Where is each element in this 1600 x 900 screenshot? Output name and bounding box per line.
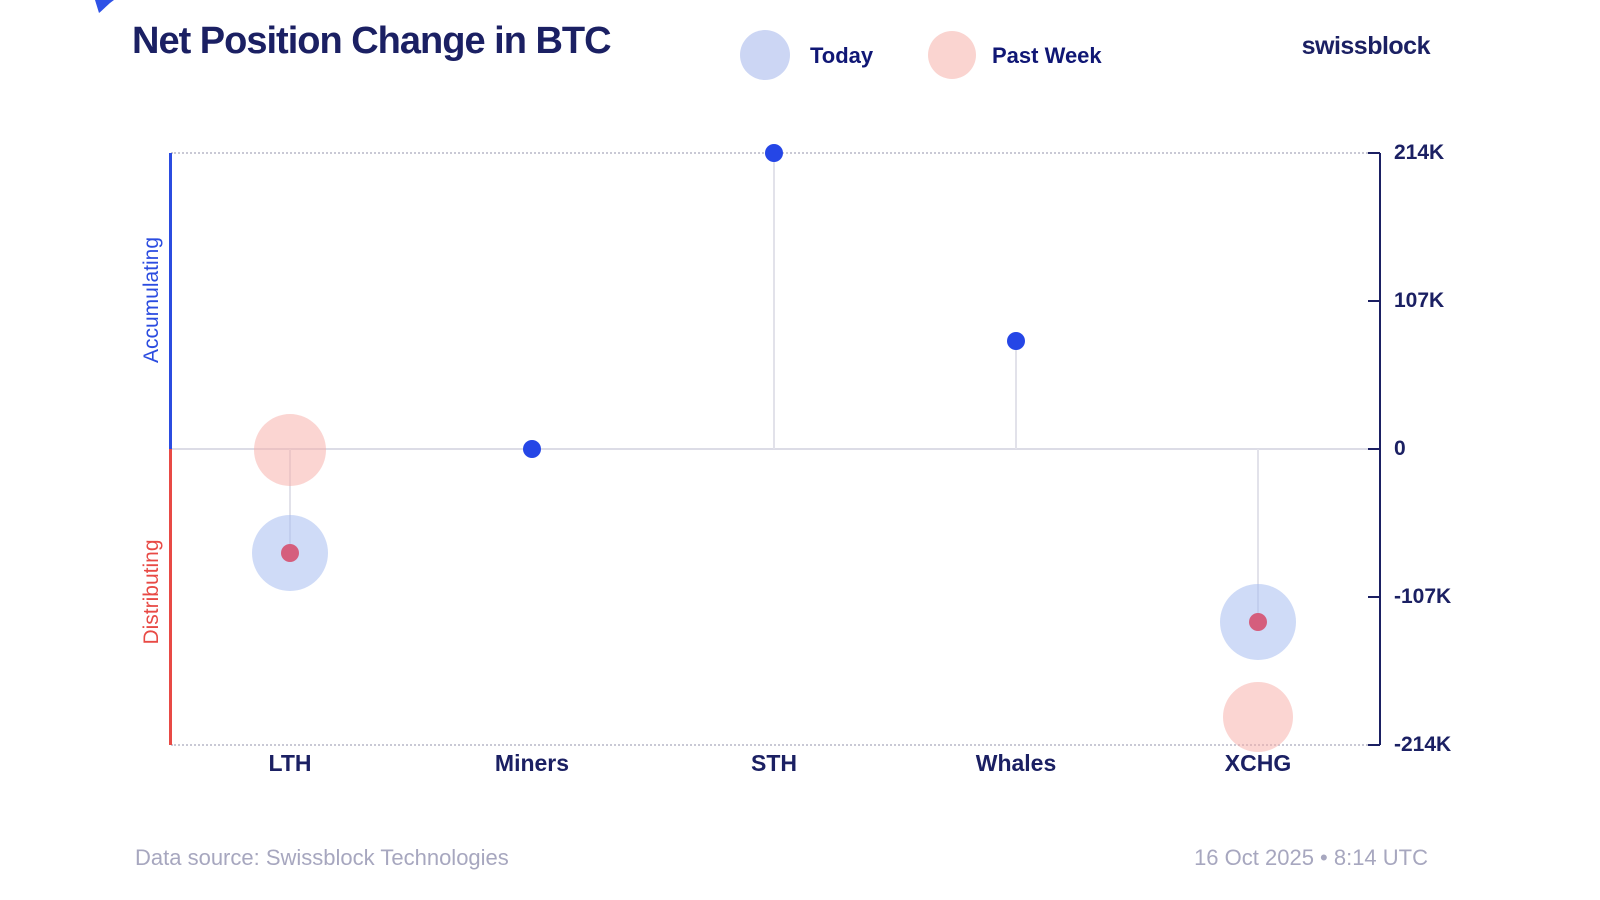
brand-corner-mark-icon xyxy=(95,0,114,13)
stem-sth xyxy=(773,153,775,449)
legend-pastweek-label: Past Week xyxy=(992,43,1102,68)
bubble-pastweek-xchg xyxy=(1223,682,1293,753)
x-category-label-whales: Whales xyxy=(975,750,1057,776)
x-category-label-xchg: XCHG xyxy=(1224,750,1292,776)
left-axis-distributing-segment xyxy=(169,449,172,745)
page-title: Net Position Change in BTC xyxy=(132,20,612,62)
dot-today-miners xyxy=(523,440,541,458)
legend-pastweek-swatch-icon xyxy=(928,31,976,79)
y-tick xyxy=(1368,152,1380,154)
stem-whales xyxy=(1015,341,1017,449)
y-tick xyxy=(1368,744,1380,746)
swissblock-logo: swissblock xyxy=(1301,32,1431,60)
legend-today-label: Today xyxy=(810,43,874,68)
y-tick-label: -107K xyxy=(1394,585,1452,608)
stem-lth xyxy=(289,449,291,553)
y-tick xyxy=(1368,596,1380,598)
y-tick xyxy=(1368,300,1380,302)
y-tick-label: 107K xyxy=(1394,289,1445,312)
legend-today-swatch-icon xyxy=(740,30,790,80)
dot-today-lth xyxy=(281,543,299,562)
distributing-label: Distributing xyxy=(140,539,163,645)
data-source-note: Data source: Swissblock Technologies xyxy=(135,845,509,870)
accumulating-label: Accumulating xyxy=(140,236,163,364)
y-tick-label: -214K xyxy=(1394,733,1452,756)
dot-today-sth xyxy=(765,144,783,162)
left-axis-accumulating-segment xyxy=(169,153,172,449)
y-tick-label: 214K xyxy=(1394,141,1445,164)
dot-today-xchg xyxy=(1249,612,1267,631)
y-tick-label: 0 xyxy=(1394,437,1406,460)
stem-xchg xyxy=(1257,449,1259,622)
timestamp: 16 Oct 2025 • 8:14 UTC xyxy=(1194,845,1428,870)
dot-today-whales xyxy=(1007,332,1025,351)
y-tick xyxy=(1368,448,1380,450)
x-category-label-sth: STH xyxy=(751,750,797,776)
zero-line xyxy=(171,448,1380,450)
bubble-pastweek-lth xyxy=(254,414,326,487)
right-axis-line xyxy=(1379,153,1381,745)
x-category-label-miners: Miners xyxy=(494,750,570,776)
x-category-label-lth: LTH xyxy=(268,750,312,776)
gridline-bottom xyxy=(171,744,1380,746)
